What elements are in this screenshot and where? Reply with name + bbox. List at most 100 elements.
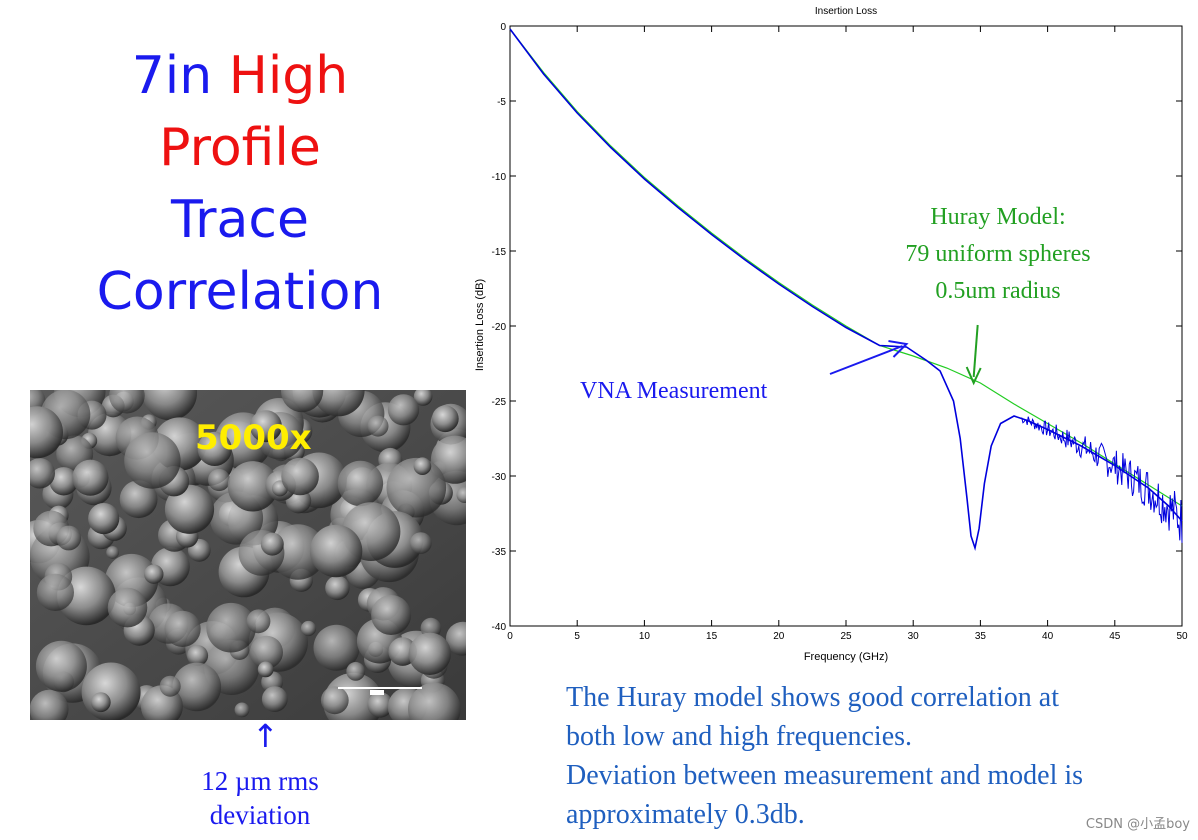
y-axis-label: Insertion Loss (dB)	[474, 279, 486, 371]
sem-nodule	[456, 487, 466, 503]
sem-nodule	[309, 524, 363, 578]
magnification-label: 5000x	[195, 418, 312, 458]
sem-nodule	[431, 405, 459, 433]
sem-nodule	[234, 702, 250, 718]
sem-nodule	[367, 692, 393, 718]
sem-nodule	[208, 468, 231, 492]
sem-nodule	[72, 459, 109, 496]
x-tick-label: 50	[1176, 631, 1188, 642]
sem-nodule	[409, 532, 432, 554]
sem-nodule	[35, 640, 87, 692]
y-tick-label: -30	[492, 472, 507, 483]
y-tick-label: -10	[492, 172, 507, 183]
sem-nodule	[257, 661, 274, 678]
y-tick-label: 0	[500, 22, 506, 33]
sem-nodule	[187, 645, 209, 667]
sem-nodule	[30, 689, 69, 720]
y-tick-label: -25	[492, 397, 507, 408]
x-tick-label: 20	[773, 631, 785, 642]
caption-line-4: approximately 0.3db.	[566, 799, 805, 830]
sem-nodule	[408, 632, 451, 675]
y-tick-label: -15	[492, 247, 507, 258]
sem-nodule	[172, 662, 222, 712]
vna-arrow-line	[829, 345, 903, 375]
title-word-7in: 7in	[131, 46, 213, 106]
measurement-noise-band	[1020, 416, 1183, 543]
sem-nodule	[90, 692, 111, 713]
sem-nodule	[408, 682, 461, 720]
sem-nodule	[312, 390, 365, 417]
sem-nodule	[159, 675, 181, 697]
sem-nodule	[261, 686, 288, 712]
caption-text: The Huray model shows good correlation a…	[566, 678, 1196, 834]
x-tick-label: 35	[975, 631, 987, 642]
sem-nodule	[346, 662, 366, 681]
sem-nodule	[270, 524, 326, 580]
caption-line-1: The Huray model shows good correlation a…	[566, 682, 1059, 713]
sem-nodule	[371, 595, 412, 635]
sem-nodule	[107, 587, 148, 628]
y-tick-label: -35	[492, 547, 507, 558]
chart-title: Insertion Loss	[815, 6, 877, 17]
title-line-4: Correlation	[96, 262, 384, 322]
x-tick-label: 45	[1109, 631, 1121, 642]
caption-line-3: Deviation between measurement and model …	[566, 760, 1084, 791]
sem-micrograph	[30, 390, 466, 720]
huray-arrow-head-icon	[965, 366, 982, 386]
sem-nodule	[325, 575, 350, 601]
title-word-high: High	[228, 46, 349, 106]
sem-nodule	[246, 609, 271, 634]
sem-nodule	[337, 460, 384, 507]
sem-nodule	[57, 566, 116, 626]
sem-nodule	[197, 431, 232, 466]
model-series-line	[509, 28, 1183, 507]
sem-nodule	[164, 484, 215, 534]
sem-micrograph-image	[30, 390, 466, 720]
sem-nodule	[56, 525, 82, 551]
sem-nodule	[119, 480, 158, 519]
sem-nodule	[124, 432, 181, 489]
sem-nodule	[30, 406, 63, 459]
sem-nodule	[206, 602, 256, 653]
sem-nodule	[413, 390, 433, 406]
y-tick-label: -5	[497, 97, 506, 108]
vna-annotation-label: VNA Measurement	[580, 378, 768, 404]
sem-nodule	[281, 457, 319, 496]
huray-annotation-line: 79 uniform spheres	[905, 241, 1090, 267]
x-axis-label: Frequency (GHz)	[804, 651, 888, 663]
sem-nodule	[249, 410, 282, 443]
sem-nodule	[320, 686, 349, 715]
axis-ticks: 0 5 10 15 20 25 30 35 40 45 50 0 -5 -10 -15 -20 -25 -30 -3…	[492, 22, 1188, 642]
deviation-line-2: deviation	[209, 800, 311, 830]
x-tick-label: 40	[1042, 631, 1054, 642]
deviation-line-1: 12 µm rms	[201, 766, 319, 796]
sem-nodule	[260, 532, 284, 556]
annotation-layer: Huray Model: 79 uniform spheres 0.5um radi…	[580, 204, 1091, 404]
x-tick-label: 15	[706, 631, 718, 642]
sem-nodule	[281, 390, 324, 413]
sem-nodule	[249, 635, 283, 669]
deviation-label: 12 µm rms deviation	[160, 764, 360, 832]
sem-nodule	[109, 390, 145, 414]
vna-arrow-head-icon	[888, 340, 909, 358]
huray-annotation-line: 0.5um radius	[935, 278, 1060, 304]
sem-nodule	[88, 503, 120, 535]
sem-nodule	[49, 467, 78, 496]
x-tick-label: 25	[840, 631, 852, 642]
up-arrow-icon: ↑	[252, 717, 279, 755]
sem-nodule	[36, 573, 74, 611]
y-tick-label: -20	[492, 322, 507, 333]
sem-nodule	[81, 662, 141, 720]
sem-nodule	[367, 415, 389, 437]
title-line-3: Trace	[171, 190, 309, 250]
x-tick-label: 30	[908, 631, 920, 642]
sem-nodule	[106, 546, 119, 559]
sem-nodule	[313, 624, 360, 671]
sem-nodule	[30, 458, 55, 489]
x-tick-label: 5	[574, 631, 580, 642]
x-tick-label: 10	[639, 631, 651, 642]
x-tick-label: 0	[507, 631, 513, 642]
sem-nodule	[144, 564, 164, 584]
insertion-loss-chart: Insertion Loss Frequency (GHz) Insertion…	[474, 6, 1188, 663]
sem-nodule	[413, 457, 432, 475]
